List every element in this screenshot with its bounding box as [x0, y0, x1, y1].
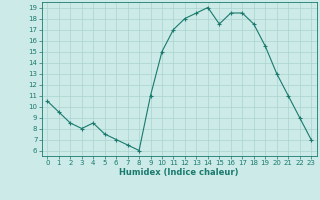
X-axis label: Humidex (Indice chaleur): Humidex (Indice chaleur): [119, 168, 239, 177]
